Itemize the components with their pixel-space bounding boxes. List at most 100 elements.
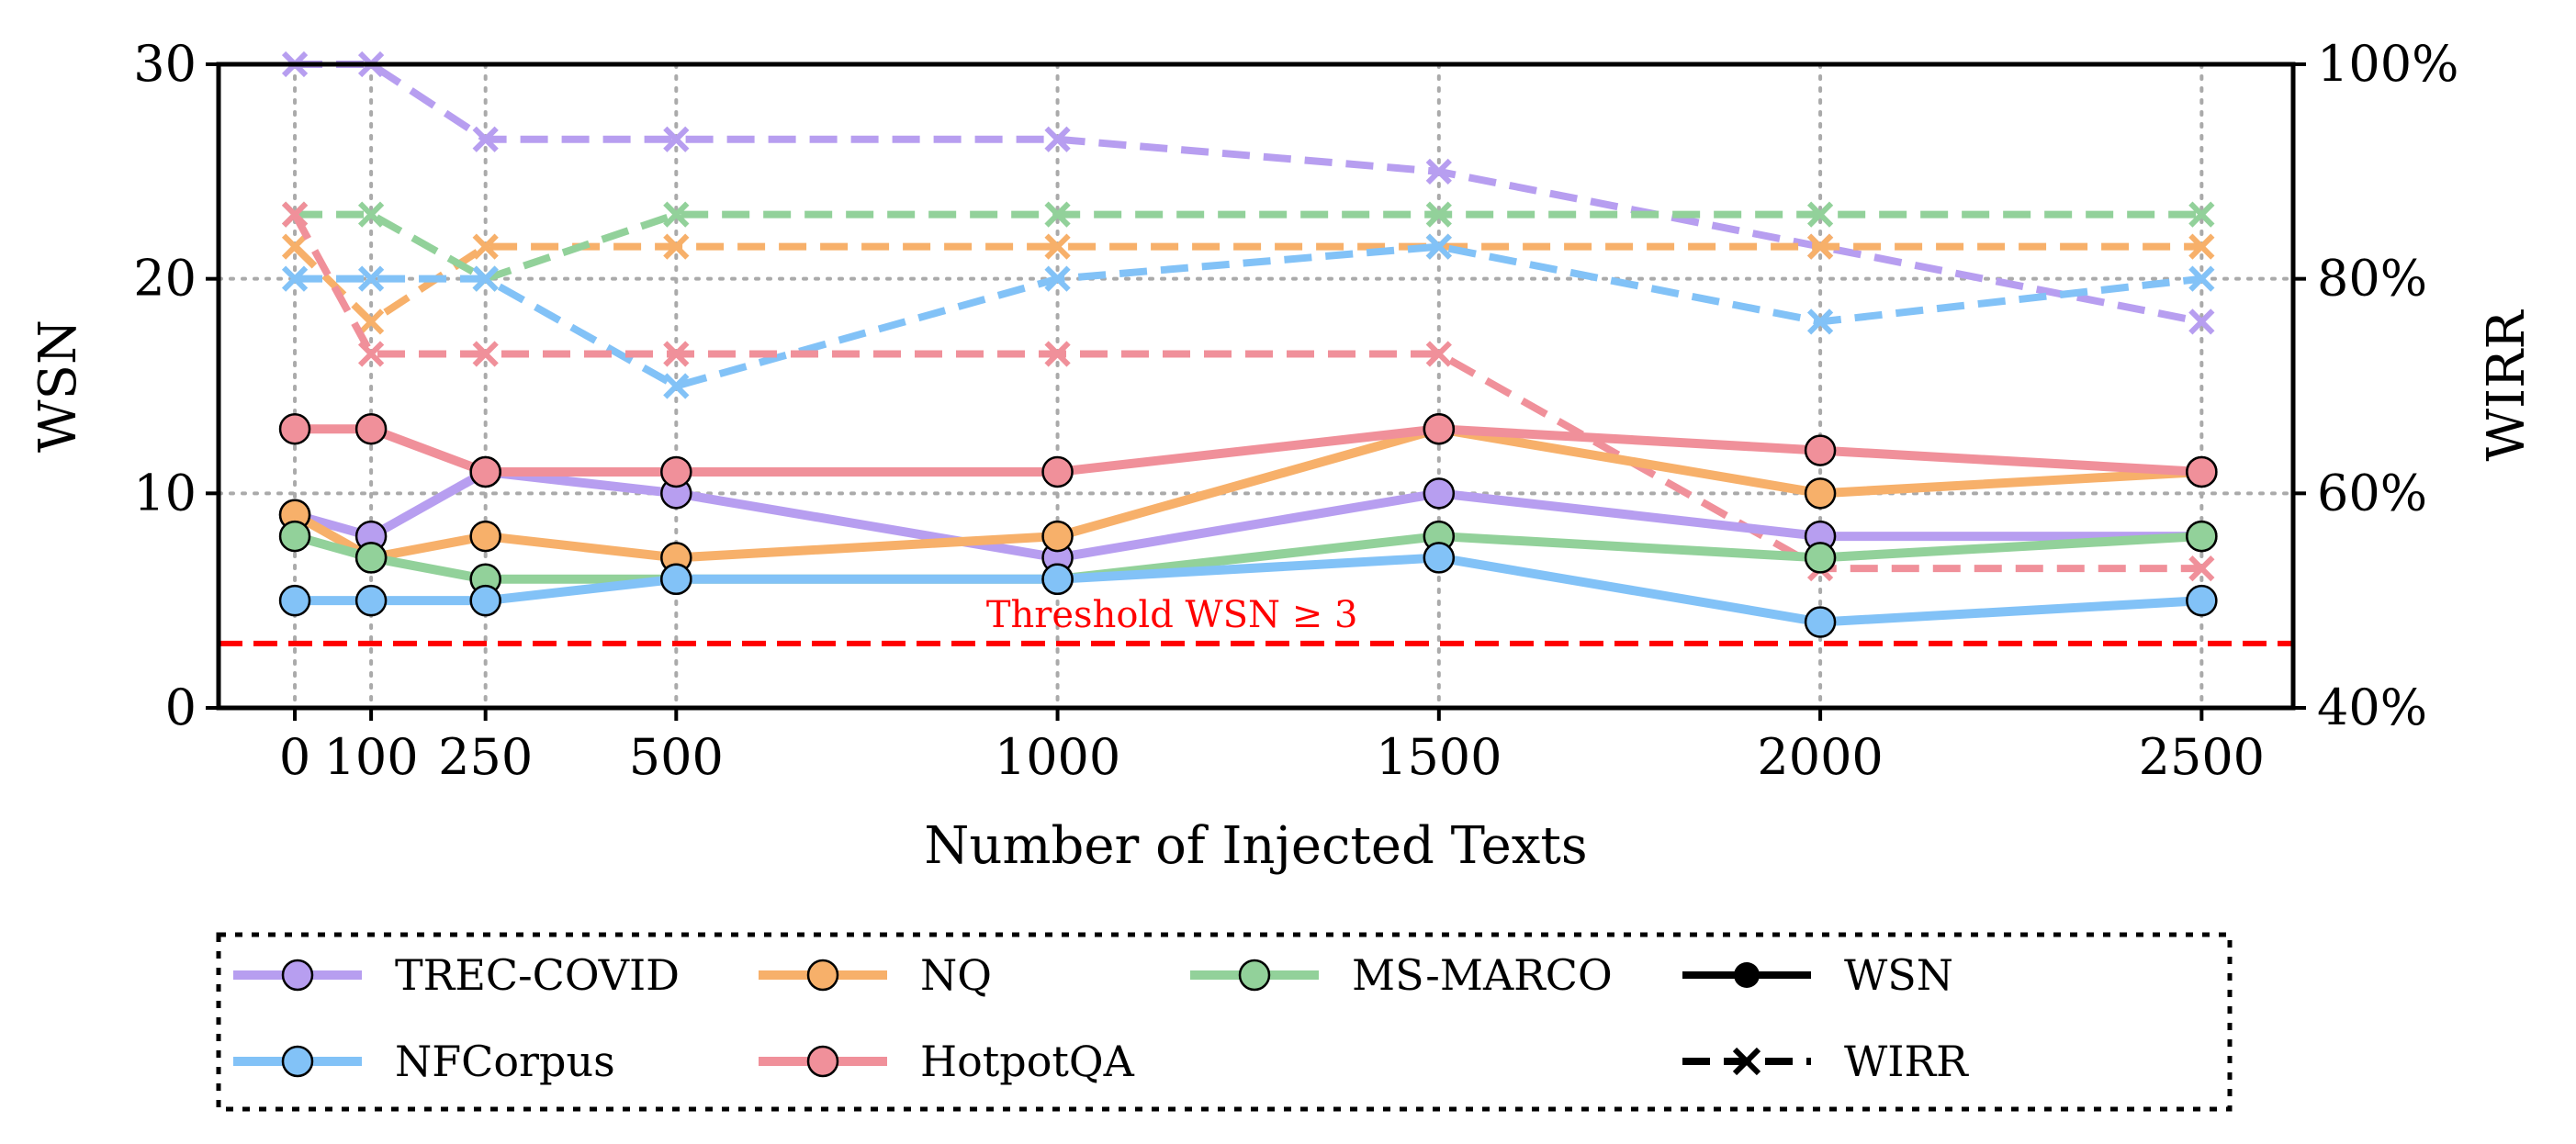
wirr-point [663,126,690,152]
wsn-lines-layer [278,412,2218,638]
y-left-tick-label: 30 [133,35,197,93]
legend-label: NFCorpus [395,1037,615,1086]
legend-label: WSN [1844,950,1953,1000]
wirr-point-stroke [663,126,690,152]
legend-label: NQ [920,950,992,1000]
legend-swatch-marker [1732,1047,1761,1076]
wirr-point-stroke [663,373,690,399]
wirr-line [295,242,2202,390]
wirr-point-stroke [1425,341,1452,367]
legend-item: TREC-COVID [233,950,680,1000]
wsn-point [2186,520,2218,553]
x-tick-label: 1000 [995,728,1120,786]
y-axis-right: 40% 60% 80% 100% [2293,35,2458,736]
wirr-line [295,210,2202,283]
x-axis-title: Number of Injected Texts [924,816,1587,876]
wirr-series [281,50,2215,335]
wirr-point [472,341,499,367]
wirr-point-stroke [1044,233,1071,260]
y-left-tick-label: 10 [133,464,197,522]
y-right-tick-label: 80% [2317,250,2427,308]
wsn-point [1423,542,1456,574]
wirr-point-stroke [1425,201,1452,228]
wirr-point-stroke [1425,158,1452,185]
wirr-point [357,265,385,292]
wirr-point-stroke [1044,265,1071,292]
wirr-point [2188,233,2215,260]
y-left-tick-label: 20 [133,250,197,308]
wirr-point-stroke [472,265,499,292]
wirr-point [472,265,499,292]
wsn-point [354,412,388,445]
wirr-point [357,341,385,367]
wsn-markers [278,520,2218,596]
wsn-series [295,424,2202,477]
wirr-lines-layer [281,50,2215,582]
wirr-point [281,201,309,228]
wsn-point [1804,434,1837,466]
wsn-point [469,455,501,488]
wirr-point-stroke [1806,233,1834,260]
wirr-point-stroke [663,201,690,228]
wirr-point-stroke [357,265,385,292]
wirr-point [2188,308,2215,335]
wirr-point-stroke [2188,265,2215,292]
wirr-point-stroke [472,233,499,260]
wirr-point [1044,265,1071,292]
wirr-point-stroke [1044,201,1071,228]
legend-label: HotpotQA [920,1037,1135,1086]
wirr-point [357,201,385,228]
wsn-point [1041,563,1074,596]
wirr-point [663,201,690,228]
wirr-line [292,242,2202,326]
wirr-point-stroke [1806,201,1834,228]
wsn-point [1423,477,1456,510]
wirr-point [1044,341,1071,367]
wirr-point [1425,341,1452,367]
wsn-line [293,466,2202,563]
wsn-point [660,455,692,488]
wirr-point-stroke [663,233,690,260]
wsn-point [660,563,692,596]
wirr-point [472,126,499,152]
wirr-point [1806,201,1834,228]
legend-swatch-marker [281,959,314,992]
y-right-tick-label: 100% [2317,35,2458,93]
wsn-point [1804,606,1837,638]
legend-frame [216,932,2233,1112]
legend: TREC-COVID NQ MS-MARCO NFCorpus HotpotQA WSN W… [216,932,2233,1112]
wirr-point-stroke [663,341,690,367]
x-tick-label: 2000 [1757,728,1883,786]
wirr-point-stroke [2188,555,2215,582]
wirr-point [1806,308,1834,335]
y-axis-left-title: WSN [28,320,88,453]
legend-swatch-marker [1238,959,1271,992]
wirr-point-stroke [472,341,499,367]
plot-frame [216,62,2296,711]
legend-swatch-marker [1734,962,1760,988]
wirr-point-stroke [1044,341,1071,367]
wirr-point-stroke [357,308,385,335]
wsn-line [292,424,2202,563]
wsn-point [354,542,388,574]
wirr-point [1044,201,1071,228]
wsn-point [1423,412,1456,445]
wirr-series [281,233,2215,399]
wsn-point [1041,520,1074,553]
wsn-point [278,412,311,445]
wirr-line [295,61,2203,326]
y-right-tick-label: 40% [2317,679,2427,736]
wsn-point [278,584,311,617]
wsn-point [354,584,388,617]
wirr-point [1425,201,1452,228]
wirr-point-stroke [357,341,385,367]
wsn-series [295,553,2202,627]
wirr-point [1425,158,1452,185]
wsn-point [469,584,501,617]
wsn-point [278,520,311,553]
wirr-point [1044,233,1071,260]
legend-label: MS-MARCO [1352,950,1613,1000]
y-axis-left: 0 10 20 30 [133,35,219,736]
wsn-markers [278,542,2218,638]
wirr-point [472,233,499,260]
